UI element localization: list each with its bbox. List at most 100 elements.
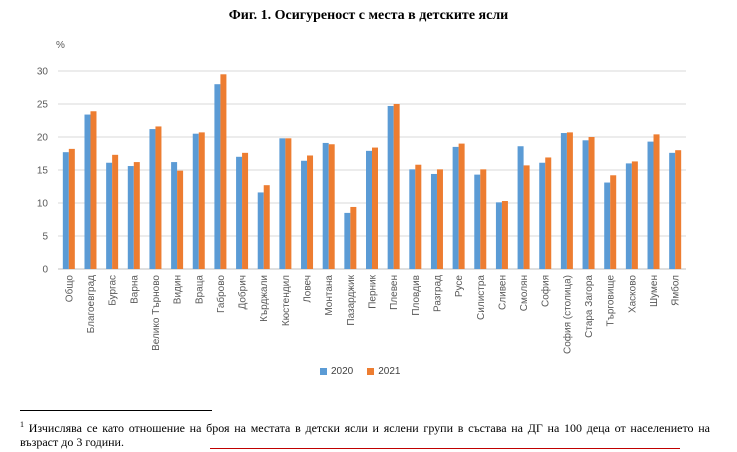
x-tick-label: Перник bbox=[368, 274, 379, 308]
bars bbox=[62, 74, 682, 269]
legend-item-2021: 2021 bbox=[367, 366, 401, 377]
bar-2021 bbox=[198, 132, 205, 269]
bar-2020 bbox=[474, 174, 481, 269]
bar-2021 bbox=[155, 126, 162, 269]
x-tick-label: Габрово bbox=[215, 275, 227, 313]
bar-2020 bbox=[149, 129, 156, 269]
bar-2020 bbox=[84, 114, 91, 269]
bar-2020 bbox=[344, 212, 351, 269]
bar-2021 bbox=[90, 111, 97, 269]
bar-2021 bbox=[372, 147, 378, 269]
legend: 2020 2021 bbox=[320, 366, 401, 377]
bar-2021 bbox=[393, 104, 400, 269]
legend-label-2021: 2021 bbox=[378, 366, 401, 377]
bar-2020 bbox=[387, 105, 394, 269]
y-tick-label: 5 bbox=[42, 232, 48, 243]
x-tick-label: Русе bbox=[454, 275, 465, 298]
footnote-text: Изчислява се като отношение на броя на м… bbox=[20, 421, 710, 449]
bar-2021 bbox=[285, 138, 292, 269]
y-tick-label: 10 bbox=[37, 199, 49, 210]
bar-2021 bbox=[242, 152, 249, 269]
x-tick-label: Ямбол bbox=[670, 275, 682, 306]
bar-2020 bbox=[171, 162, 178, 269]
bar-2021 bbox=[653, 134, 660, 269]
bar-2021 bbox=[480, 169, 487, 269]
x-tick-label: Хасково bbox=[627, 275, 638, 313]
bar-2020 bbox=[625, 163, 632, 269]
bar-2020 bbox=[669, 152, 676, 269]
bar-2020 bbox=[539, 162, 546, 269]
x-tick-label: Смолян bbox=[519, 275, 530, 311]
x-tick-label: Монтана bbox=[324, 275, 335, 316]
bar-2021 bbox=[458, 143, 465, 269]
bar-2021 bbox=[675, 150, 682, 269]
bar-2021 bbox=[501, 201, 508, 269]
x-tick-label: Стара Загора bbox=[584, 275, 595, 338]
bar-2020 bbox=[192, 133, 199, 269]
x-tick-label: Кюстендил bbox=[281, 275, 292, 326]
x-tick-label: Шумен bbox=[649, 275, 660, 307]
bar-2021 bbox=[523, 165, 530, 269]
x-tick-label: Враца bbox=[194, 275, 205, 305]
legend-swatch-2020 bbox=[320, 368, 327, 375]
bar-2020 bbox=[560, 133, 567, 269]
x-axis-ticks: Общо Благоевград Бургас Варна Велико Търново… bbox=[63, 274, 681, 354]
x-tick-label: Търговище bbox=[606, 275, 617, 327]
x-tick-label: София bbox=[540, 275, 552, 307]
bar-2021 bbox=[307, 155, 314, 269]
x-tick-label: Кърджали bbox=[259, 275, 270, 322]
x-tick-label: Плевен bbox=[389, 275, 400, 310]
x-tick-label: Видин bbox=[173, 275, 184, 304]
legend-swatch-2021 bbox=[367, 368, 375, 375]
chart-title: Фиг. 1. Осигуреност с места в детските я… bbox=[228, 8, 509, 23]
bar-2021 bbox=[566, 132, 573, 269]
bar-2021 bbox=[177, 170, 184, 269]
bar-2021 bbox=[631, 161, 638, 269]
y-tick-label: 0 bbox=[42, 265, 48, 276]
x-tick-label: Благоевград bbox=[86, 275, 97, 333]
x-tick-label: Общо bbox=[63, 275, 75, 303]
bar-2020 bbox=[452, 146, 459, 269]
x-tick-label: Силистра bbox=[476, 275, 487, 320]
bar-2021 bbox=[545, 157, 552, 269]
bar-2020 bbox=[106, 162, 113, 269]
bar-2020 bbox=[214, 84, 221, 269]
x-tick-label: Добрич bbox=[237, 275, 249, 310]
y-tick-label: 15 bbox=[37, 166, 49, 177]
y-tick-label: 25 bbox=[37, 100, 49, 111]
bar-2021 bbox=[350, 206, 357, 269]
bar-2020 bbox=[236, 156, 243, 269]
bar-2021 bbox=[133, 162, 140, 269]
legend-item-2020: 2020 bbox=[320, 366, 353, 377]
bar-2020 bbox=[127, 166, 134, 269]
x-tick-label: Ловеч bbox=[303, 275, 314, 303]
x-tick-label: Велико Търново bbox=[151, 275, 162, 351]
bar-2020 bbox=[322, 142, 329, 269]
bar-2021 bbox=[220, 74, 227, 269]
bar-2020 bbox=[301, 160, 308, 269]
bar-2021 bbox=[588, 137, 595, 269]
y-tick-label: 20 bbox=[37, 133, 49, 144]
bar-2020 bbox=[604, 182, 611, 269]
bar-2020 bbox=[409, 169, 416, 269]
x-tick-label: Пловдив bbox=[411, 275, 422, 316]
footnote-separator bbox=[20, 410, 212, 411]
bar-2021 bbox=[112, 154, 119, 269]
footnote: 1 Изчислява се като отношение на броя на… bbox=[20, 418, 710, 449]
bar-2020 bbox=[62, 152, 69, 269]
x-tick-label: Варна bbox=[129, 275, 140, 304]
bar-2021 bbox=[436, 169, 443, 269]
bar-2020 bbox=[366, 150, 372, 269]
bar-2021 bbox=[68, 148, 75, 269]
y-tick-label: 30 bbox=[37, 67, 49, 78]
bar-2020 bbox=[647, 141, 654, 269]
bar-2020 bbox=[279, 138, 286, 269]
red-underline bbox=[210, 448, 680, 449]
x-tick-label: Бургас bbox=[108, 275, 119, 306]
x-tick-label: Разград bbox=[432, 275, 443, 312]
legend-label-2020: 2020 bbox=[331, 366, 354, 377]
x-tick-label: Пазарджик bbox=[346, 274, 357, 325]
bar-2021 bbox=[415, 164, 422, 269]
bar-2020 bbox=[517, 146, 524, 269]
bar-2021 bbox=[610, 175, 617, 269]
